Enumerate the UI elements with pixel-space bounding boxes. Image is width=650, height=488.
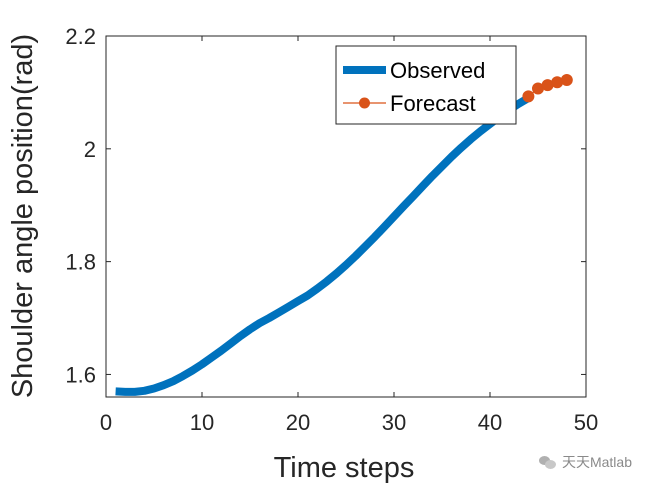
axes-layer: 0 10 20 30 40 50 1.6 1.8 2 2.2 (65, 24, 598, 435)
x-tick-label: 50 (574, 410, 598, 435)
legend-label-forecast: Forecast (390, 91, 476, 116)
series-layer (115, 73, 573, 396)
legend-box (335, 45, 517, 125)
series-line-observed (115, 94, 531, 396)
x-tick-label: 0 (100, 410, 112, 435)
legend-label-observed: Observed (390, 58, 485, 83)
y-axis-label: Shoulder angle position(rad) (7, 34, 39, 398)
x-tick-label: 20 (286, 410, 310, 435)
legend-marker-forecast (359, 97, 370, 109)
y-tick-label: 1.6 (65, 362, 96, 387)
x-tick-label: 10 (190, 410, 214, 435)
y-tick-label: 2.2 (65, 24, 96, 49)
y-tick-label: 1.8 (65, 250, 96, 275)
axes-box (105, 35, 587, 398)
forecast-point (522, 90, 535, 103)
x-axis-label: Time steps (274, 452, 415, 484)
forecast-point (560, 73, 573, 86)
x-tick-label: 40 (478, 410, 502, 435)
legend: Observed Forecast (335, 45, 517, 125)
wechat-icon (538, 455, 557, 470)
watermark-text: 天天Matlab (561, 454, 632, 470)
x-tick-label: 30 (382, 410, 406, 435)
watermark: 天天Matlab (538, 452, 632, 472)
y-tick-label: 2 (84, 137, 96, 162)
